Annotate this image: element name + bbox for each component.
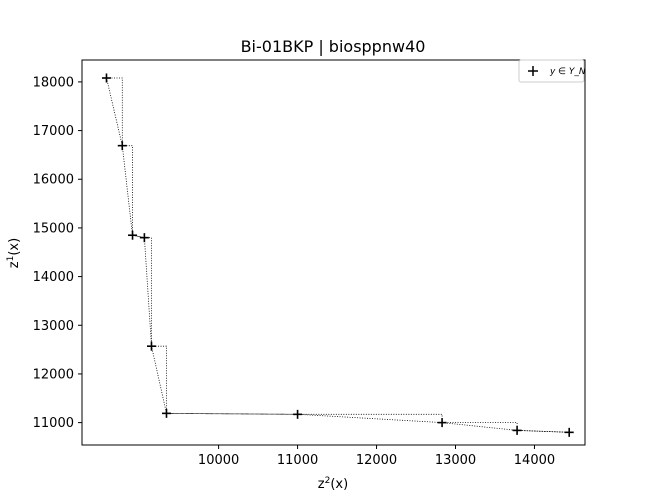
data-point (117, 141, 127, 151)
chart-title: Bi-01BKP | biosppnw40 (241, 37, 426, 56)
data-point (512, 425, 522, 435)
legend-label: y ∈ Y_N (549, 67, 586, 77)
y-axis: 11000 12000 13000 14000 15000 16000 17000 18000 (33, 75, 82, 431)
y-tick-label: 15000 (33, 221, 74, 236)
data-point (437, 418, 447, 428)
staircase-lines (106, 77, 570, 433)
y-tick-label: 18000 (33, 75, 74, 90)
y-tick-label: 14000 (33, 270, 74, 285)
legend-box (518, 59, 585, 83)
plot-frame (81, 59, 586, 446)
y-tick-label: 11000 (33, 416, 74, 431)
x-tick-label: 14000 (514, 453, 555, 468)
x-axis: 10000 11000 12000 13000 14000 (198, 445, 555, 468)
x-tick-label: 10000 (198, 453, 239, 468)
data-point (101, 73, 111, 83)
series-connector (106, 77, 570, 433)
y-axis-label: z1(x) (6, 238, 22, 268)
x-axis-label: z2(x) (318, 476, 348, 492)
staircase-path (106, 77, 570, 433)
data-points (101, 73, 574, 437)
y-tick-label: 12000 (33, 367, 74, 382)
legend: y ∈ Y_N (518, 59, 586, 83)
y-tick-label: 13000 (33, 319, 74, 334)
x-tick-label: 11000 (277, 453, 318, 468)
x-tick-label: 12000 (356, 453, 397, 468)
data-point (161, 408, 171, 418)
data-point (293, 409, 303, 419)
data-point (564, 427, 574, 437)
data-point (139, 233, 149, 243)
legend-marker (528, 66, 538, 76)
data-point (146, 341, 156, 351)
y-tick-label: 16000 (33, 173, 74, 188)
y-tick-label: 17000 (33, 124, 74, 139)
x-tick-label: 13000 (435, 453, 476, 468)
data-point (128, 230, 138, 240)
